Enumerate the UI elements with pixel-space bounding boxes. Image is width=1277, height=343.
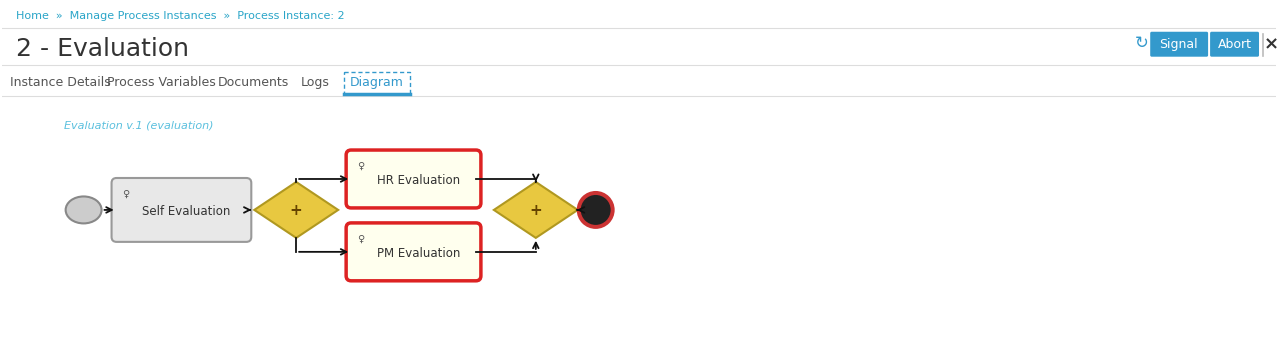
FancyBboxPatch shape xyxy=(111,178,252,242)
Polygon shape xyxy=(494,182,577,238)
Text: Diagram: Diagram xyxy=(350,76,404,89)
Text: Documents: Documents xyxy=(218,76,290,89)
Ellipse shape xyxy=(65,197,102,223)
Text: ×: × xyxy=(1264,35,1277,53)
Text: Signal: Signal xyxy=(1160,38,1198,51)
Circle shape xyxy=(577,191,614,229)
Text: ♀: ♀ xyxy=(123,189,130,199)
FancyBboxPatch shape xyxy=(1151,32,1208,57)
Text: Logs: Logs xyxy=(301,76,329,89)
Polygon shape xyxy=(254,182,338,238)
Text: ♀: ♀ xyxy=(358,234,364,244)
Text: Abort: Abort xyxy=(1217,38,1251,51)
Text: Home  »  Manage Process Instances  »  Process Instance: 2: Home » Manage Process Instances » Proces… xyxy=(15,11,345,21)
FancyBboxPatch shape xyxy=(1211,32,1259,57)
Text: PM Evaluation: PM Evaluation xyxy=(377,247,460,260)
Text: ♀: ♀ xyxy=(358,161,364,171)
FancyBboxPatch shape xyxy=(346,150,481,208)
Text: Self Evaluation: Self Evaluation xyxy=(142,205,231,218)
Text: Evaluation v.1 (evaluation): Evaluation v.1 (evaluation) xyxy=(64,120,213,130)
Text: +: + xyxy=(530,203,543,218)
Circle shape xyxy=(581,195,610,225)
Text: Instance Details: Instance Details xyxy=(10,76,111,89)
Text: Process Variables: Process Variables xyxy=(107,76,216,89)
Text: +: + xyxy=(290,203,303,218)
Text: 2 - Evaluation: 2 - Evaluation xyxy=(15,37,189,61)
Text: ↻: ↻ xyxy=(1135,34,1148,52)
FancyBboxPatch shape xyxy=(346,223,481,281)
Text: HR Evaluation: HR Evaluation xyxy=(377,175,460,188)
